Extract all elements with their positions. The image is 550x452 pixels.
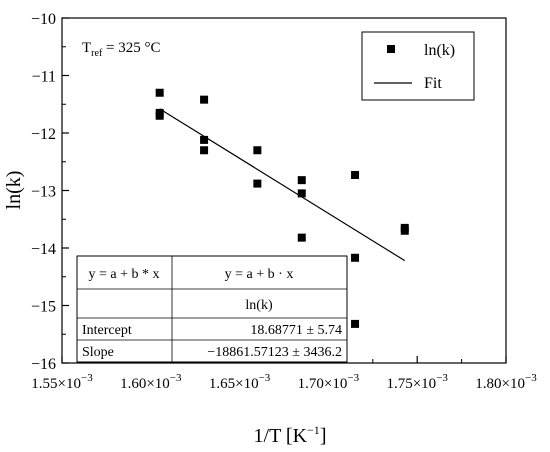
x-tick-label-exponent: −3 — [525, 372, 537, 384]
x-tick-label-exponent: −3 — [259, 372, 271, 384]
x-tick-label: 1.60×10−3 — [120, 372, 182, 392]
x-axis-label-unit-exponent: −1 — [307, 423, 320, 437]
annotation-prefix: T — [82, 40, 91, 56]
data-point — [200, 95, 209, 104]
x-tick-label: 1.75×10−3 — [386, 372, 448, 392]
data-point — [155, 111, 164, 120]
data-point — [253, 179, 262, 188]
x-tick-label-mantissa: 1.60×10 — [120, 376, 170, 392]
x-tick-label: 1.55×10−3 — [31, 372, 93, 392]
x-tick-label-mantissa: 1.80×10 — [475, 376, 525, 392]
x-tick-label-exponent: −3 — [81, 372, 93, 384]
legend-label-lnk: ln(k) — [424, 42, 455, 59]
x-tick-label: 1.80×10−3 — [475, 372, 537, 392]
x-axis-label: 1/T [K−1] — [254, 423, 327, 447]
annotation-suffix: = 325 °C — [102, 40, 160, 56]
legend-box — [361, 31, 475, 101]
x-tick-label-mantissa: 1.70×10 — [298, 376, 348, 392]
x-axis-label-close: ] — [320, 425, 327, 447]
data-series — [155, 88, 409, 328]
x-tick-label: 1.70×10−3 — [298, 372, 360, 392]
data-point — [297, 176, 306, 185]
y-tick-label: −14 — [31, 241, 56, 258]
legend: ln(k) Fit — [361, 31, 475, 101]
fit-series — [159, 108, 406, 262]
y-tick-label: −13 — [31, 184, 56, 201]
table-equation-label: y = a + b * x — [88, 267, 159, 282]
fit-parameter-table: y = a + b * x y = a + b · x ln(k) Interc… — [76, 255, 348, 363]
table-intercept-value: 18.68771 ± 5.74 — [250, 323, 342, 338]
data-point — [351, 319, 360, 328]
x-tick-label-exponent: −3 — [436, 372, 448, 384]
table-slope-label: Slope — [82, 345, 114, 360]
x-axis-label-main: 1/T [K — [254, 425, 308, 447]
table-background — [76, 255, 348, 363]
data-point — [400, 226, 409, 235]
y-axis: −16 −15 −14 −13 −12 −11 −10 — [31, 11, 69, 373]
data-point — [200, 146, 209, 155]
y-tick-label: −10 — [31, 11, 56, 28]
table-equation: y = a + b · x — [225, 267, 294, 282]
y-axis-label: ln(k) — [3, 171, 25, 210]
x-axis: 1.55×10−3 1.60×10−3 1.65×10−3 1.70×10−3 1.75… — [31, 356, 537, 392]
x-tick-label-mantissa: 1.65×10 — [209, 376, 259, 392]
x-tick-label-exponent: −3 — [347, 372, 359, 384]
legend-marker-square — [387, 45, 395, 53]
data-point — [200, 135, 209, 144]
data-point — [297, 233, 306, 242]
x-tick-label-mantissa: 1.55×10 — [31, 376, 81, 392]
legend-label-fit: Fit — [424, 75, 442, 92]
fit-line — [159, 108, 406, 262]
x-tick-label: 1.65×10−3 — [209, 372, 271, 392]
y-tick-label: −12 — [31, 126, 56, 143]
table-slope-value: −18861.57123 ± 3436.2 — [207, 345, 342, 360]
data-point — [155, 88, 164, 97]
table-series-name: ln(k) — [245, 298, 273, 313]
table-intercept-label: Intercept — [82, 323, 132, 338]
x-tick-label-mantissa: 1.75×10 — [386, 376, 436, 392]
reference-temperature-annotation: Tref = 325 °C — [82, 40, 161, 59]
data-point — [297, 189, 306, 198]
y-tick-label: −16 — [31, 356, 56, 373]
data-point — [351, 170, 360, 179]
data-point — [253, 146, 262, 155]
annotation-subscript: ref — [91, 48, 103, 59]
y-tick-label: −11 — [32, 69, 56, 86]
data-point — [351, 253, 360, 262]
x-tick-label-exponent: −3 — [170, 372, 182, 384]
y-tick-label: −15 — [31, 299, 56, 316]
